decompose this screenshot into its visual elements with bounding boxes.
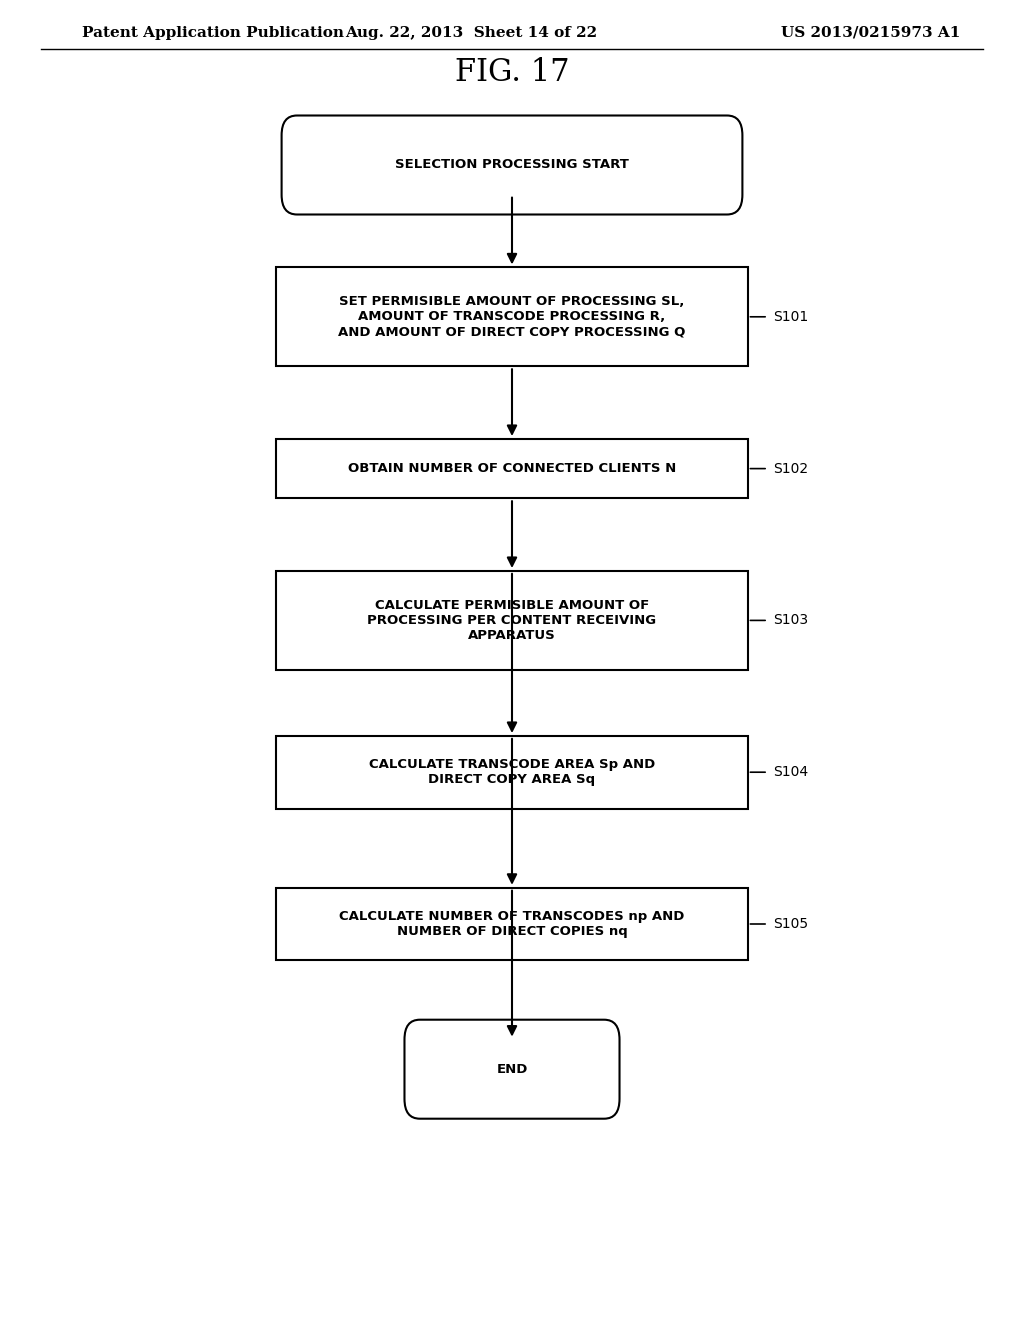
Text: S103: S103	[773, 614, 808, 627]
FancyBboxPatch shape	[404, 1019, 620, 1118]
Text: S101: S101	[773, 310, 808, 323]
FancyBboxPatch shape	[276, 888, 748, 961]
FancyBboxPatch shape	[282, 116, 742, 214]
Text: FIG. 17: FIG. 17	[455, 57, 569, 88]
FancyBboxPatch shape	[276, 570, 748, 671]
Text: S104: S104	[773, 766, 808, 779]
Text: Patent Application Publication: Patent Application Publication	[82, 26, 344, 40]
Text: S102: S102	[773, 462, 808, 475]
Text: OBTAIN NUMBER OF CONNECTED CLIENTS N: OBTAIN NUMBER OF CONNECTED CLIENTS N	[348, 462, 676, 475]
Text: US 2013/0215973 A1: US 2013/0215973 A1	[780, 26, 961, 40]
Text: CALCULATE TRANSCODE AREA Sp AND
DIRECT COPY AREA Sq: CALCULATE TRANSCODE AREA Sp AND DIRECT C…	[369, 758, 655, 787]
Text: SET PERMISIBLE AMOUNT OF PROCESSING SL,
AMOUNT OF TRANSCODE PROCESSING R,
AND AM: SET PERMISIBLE AMOUNT OF PROCESSING SL, …	[338, 296, 686, 338]
Text: Aug. 22, 2013  Sheet 14 of 22: Aug. 22, 2013 Sheet 14 of 22	[345, 26, 597, 40]
Text: SELECTION PROCESSING START: SELECTION PROCESSING START	[395, 158, 629, 172]
FancyBboxPatch shape	[276, 438, 748, 498]
Text: CALCULATE PERMISIBLE AMOUNT OF
PROCESSING PER CONTENT RECEIVING
APPARATUS: CALCULATE PERMISIBLE AMOUNT OF PROCESSIN…	[368, 599, 656, 642]
Text: S105: S105	[773, 917, 808, 931]
Text: CALCULATE NUMBER OF TRANSCODES np AND
NUMBER OF DIRECT COPIES nq: CALCULATE NUMBER OF TRANSCODES np AND NU…	[339, 909, 685, 939]
FancyBboxPatch shape	[276, 737, 748, 808]
Text: END: END	[497, 1063, 527, 1076]
FancyBboxPatch shape	[276, 267, 748, 366]
